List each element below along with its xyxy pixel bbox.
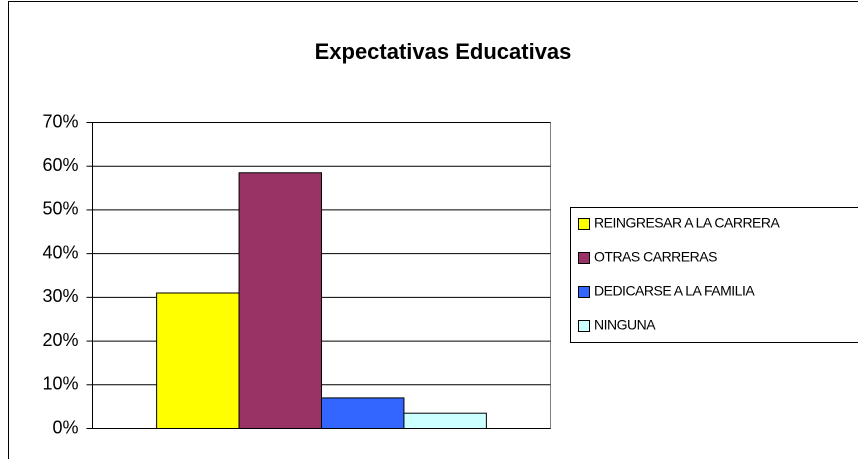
y-tick-label: 60%: [42, 155, 78, 175]
legend-swatch: [578, 218, 590, 230]
legend-swatch: [578, 286, 590, 298]
legend-swatch: [578, 252, 590, 264]
legend-swatch: [578, 320, 590, 332]
y-tick-label: 40%: [42, 242, 78, 262]
legend-label: REINGRESAR A LA CARRERA: [594, 215, 781, 231]
legend-label: OTRAS CARRERAS: [594, 249, 717, 265]
legend-label: NINGUNA: [594, 317, 656, 333]
y-tick-label: 50%: [42, 199, 78, 219]
bar: [238, 172, 322, 429]
y-tick-label: 20%: [42, 330, 78, 350]
chart-title: Expectativas Educativas: [315, 39, 572, 64]
legend-label: DEDICARSE A LA FAMILIA: [594, 283, 755, 299]
legend-box: [570, 207, 858, 343]
y-tick-label: 0%: [52, 417, 78, 437]
y-tick-label: 70%: [42, 111, 78, 131]
bar: [321, 397, 405, 429]
y-tick-label: 30%: [42, 286, 78, 306]
bar: [403, 412, 487, 430]
bar: [156, 292, 240, 429]
y-tick-label: 10%: [42, 374, 78, 394]
